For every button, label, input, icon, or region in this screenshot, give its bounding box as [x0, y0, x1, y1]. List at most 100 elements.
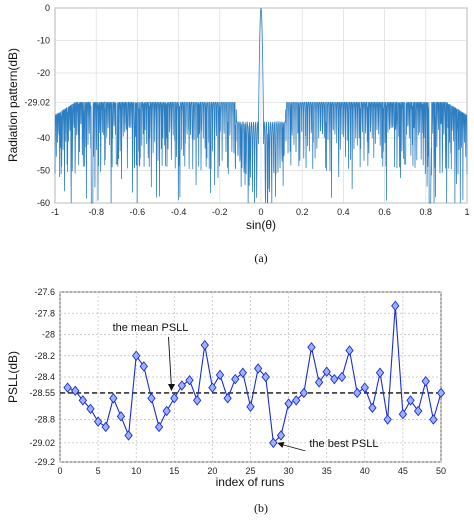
y-tick-label-b: -27.8 — [34, 308, 55, 318]
annotation-best-psll: the best PSLL — [309, 438, 378, 450]
annotation-arrow-mean — [168, 336, 172, 388]
x-tick-label-b: 10 — [131, 466, 141, 476]
psll-marker — [132, 350, 141, 361]
annotation-mean-psll: the mean PSLL — [113, 322, 189, 334]
x-tick-label-a: 0.8 — [420, 207, 433, 217]
x-tick-label-a: -0.2 — [212, 207, 228, 217]
x-axis-label-b: index of runs — [216, 475, 285, 489]
psll-marker — [238, 367, 248, 378]
y-tick-label-b: -28.4 — [34, 372, 55, 382]
y-tick-label-b: -28 — [42, 330, 55, 340]
psll-marker — [398, 408, 408, 420]
psll-marker — [208, 382, 217, 393]
psll-marker — [436, 387, 446, 399]
x-tick-label-b: 0 — [57, 466, 62, 476]
x-tick-label-b: 40 — [360, 466, 370, 476]
psll-marker — [307, 342, 316, 353]
y-axis-label-a: Radiation pattern(dB) — [6, 48, 20, 162]
x-tick-label-a: -0.8 — [88, 207, 104, 217]
psll-marker — [101, 421, 110, 433]
psll-marker — [177, 380, 187, 391]
x-ticks-a: -1 -0.8 -0.6 -0.4 -0.2 0 0.2 0.4 0.6 0.8 1 — [51, 207, 470, 217]
x-tick-label-a: -0.6 — [130, 207, 146, 217]
x-tick-label-a: 0.4 — [337, 207, 350, 217]
panel-a: -1 -0.8 -0.6 -0.4 -0.2 0 0.2 0.4 0.6 0.8 1 0 -10 -20… — [6, 3, 470, 265]
y-tick-label-a: 0 — [45, 3, 50, 13]
psll-marker — [337, 371, 347, 383]
psll-marker — [63, 382, 72, 393]
psll-marker — [406, 395, 415, 406]
psll-marker — [284, 398, 293, 409]
x-tick-label-b: 15 — [169, 466, 179, 476]
psll-marker — [299, 387, 309, 399]
psll-marker — [192, 395, 202, 406]
psll-marker — [109, 393, 118, 404]
y-ticks-b: -27.6 -27.8 -28 -28.2 -28.4 -28.55 -28.8 -29.02… — [29, 287, 55, 467]
psll-marker — [162, 405, 171, 417]
psll-marker — [269, 437, 278, 449]
psll-marker — [71, 385, 80, 397]
y-tick-label-b: -29.02 — [29, 438, 55, 448]
psll-marker — [314, 377, 324, 388]
psll-marker — [276, 430, 286, 441]
y-tick-label-b: -27.6 — [34, 287, 55, 297]
x-tick-label-b: 5 — [96, 466, 101, 476]
psll-marker — [116, 411, 126, 422]
psll-marker — [78, 395, 88, 406]
x-axis-label-a: sin(θ) — [246, 218, 276, 232]
psll-marker — [93, 416, 103, 427]
y-tick-label-a: -60 — [37, 198, 50, 208]
psll-markers — [63, 300, 446, 449]
psll-marker — [147, 393, 156, 404]
psll-marker — [253, 363, 263, 374]
y-tick-label-a: -10 — [37, 36, 50, 46]
psll-marker — [261, 371, 270, 383]
psll-marker — [322, 366, 331, 377]
psll-marker — [185, 374, 194, 386]
panel-b: 0 5 10 15 20 25 30 35 40 45 50 -27.6-27.8-28-28.2-… — [6, 287, 446, 515]
x-tick-label-b: 35 — [322, 466, 332, 476]
psll-marker — [170, 393, 179, 404]
x-tick-label-a: 1 — [464, 207, 469, 217]
psll-marker — [139, 361, 148, 372]
psll-marker — [375, 367, 385, 378]
annotation-arrow-best — [279, 443, 306, 452]
x-tick-label-a: 0.6 — [378, 207, 391, 217]
grid-b — [59, 291, 442, 463]
x-tick-label-b: 45 — [398, 466, 408, 476]
x-ticks-b: 0 5 10 15 20 25 30 35 40 45 50 — [57, 466, 446, 476]
psll-series-line — [67, 305, 442, 445]
psll-marker — [383, 414, 392, 425]
y-tick-label-b: -28.55 — [29, 388, 55, 398]
x-tick-label-b: 30 — [284, 466, 294, 476]
psll-marker — [124, 430, 133, 441]
x-tick-label-b: 50 — [436, 466, 446, 476]
psll-marker — [86, 403, 95, 415]
psll-marker — [429, 414, 438, 425]
x-tick-label-b: 25 — [245, 466, 255, 476]
psll-marker — [391, 300, 400, 312]
radiation-pattern-line — [54, 7, 468, 204]
y-tick-label-b: -28.2 — [34, 351, 55, 361]
x-tick-label-a: 0.2 — [296, 207, 309, 217]
x-tick-label-a: -0.4 — [171, 207, 187, 217]
psll-marker — [292, 395, 301, 406]
arrowhead-mean — [167, 383, 175, 391]
y-tick-label-a: -29.02 — [24, 97, 50, 107]
y-tick-label-b: -28.8 — [34, 415, 55, 425]
psll-marker — [223, 393, 232, 404]
x-tick-label-a: -1 — [51, 207, 59, 217]
psll-marker — [368, 402, 377, 414]
caption-a: (a) — [254, 251, 267, 265]
annotations-b: the mean PSLL the best PSLL — [113, 322, 378, 452]
y-tick-label-a: -20 — [37, 68, 50, 78]
psll-marker — [421, 376, 430, 387]
psll-marker — [200, 339, 209, 351]
arrowhead-best — [277, 441, 285, 448]
x-tick-label-b: 20 — [207, 466, 217, 476]
psll-marker — [154, 421, 164, 433]
psll-marker — [231, 373, 240, 385]
psll-marker — [345, 345, 354, 356]
y-tick-label-b: -29.2 — [34, 457, 55, 467]
